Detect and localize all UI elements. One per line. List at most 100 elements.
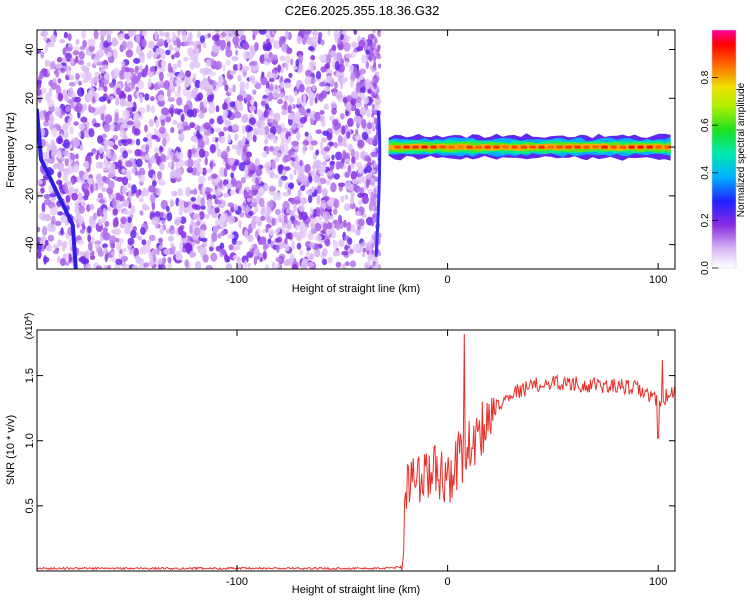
noise-speckle	[166, 72, 174, 78]
noise-speckle	[114, 123, 121, 132]
noise-speckle	[72, 50, 80, 56]
noise-speckle	[320, 199, 327, 209]
noise-speckle	[266, 207, 272, 215]
noise-speckle	[43, 193, 51, 200]
noise-speckle	[173, 40, 178, 46]
noise-speckle	[37, 79, 42, 86]
noise-speckle	[357, 139, 365, 149]
noise-speckle	[277, 64, 281, 73]
noise-speckle	[211, 232, 218, 242]
noise-speckle	[220, 230, 226, 236]
noise-speckle	[319, 110, 325, 115]
noise-speckle	[284, 237, 288, 245]
noise-speckle	[85, 51, 93, 56]
noise-speckle	[219, 167, 226, 177]
noise-speckle	[66, 70, 71, 76]
noise-speckle	[128, 189, 132, 200]
noise-speckle	[266, 71, 272, 79]
noise-speckle	[75, 213, 82, 221]
noise-speckle	[101, 104, 107, 112]
noise-speckle	[269, 83, 274, 92]
noise-speckle	[60, 258, 66, 267]
noise-speckle	[194, 87, 199, 94]
noise-speckle	[121, 168, 126, 173]
noise-speckle	[331, 107, 337, 115]
noise-speckle	[272, 149, 279, 156]
noise-speckle	[246, 101, 251, 108]
noise-speckle	[225, 45, 231, 54]
noise-speckle	[283, 214, 288, 223]
noise-speckle	[278, 166, 283, 175]
noise-speckle	[120, 138, 128, 144]
noise-speckle	[272, 261, 276, 269]
noise-speckle	[237, 30, 245, 36]
noise-speckle	[225, 33, 231, 42]
noise-speckle	[350, 79, 354, 88]
noise-speckle	[146, 52, 152, 59]
noise-speckle	[157, 178, 165, 185]
colorbar-tick-label: 0.8	[700, 70, 711, 84]
noise-speckle	[296, 35, 303, 45]
noise-speckle	[291, 140, 299, 147]
noise-speckle	[332, 208, 338, 215]
noise-speckle	[257, 187, 266, 194]
noise-speckle	[302, 225, 309, 232]
noise-speckle	[361, 241, 366, 247]
noise-speckle	[243, 189, 248, 200]
noise-edge-speckle	[371, 33, 374, 39]
noise-speckle	[322, 153, 330, 160]
noise-speckle	[269, 145, 275, 152]
noise-speckle	[330, 228, 337, 239]
noise-speckle	[122, 150, 128, 159]
noise-speckle	[313, 175, 321, 184]
noise-edge-speckle	[373, 36, 377, 42]
noise-speckle	[165, 205, 170, 212]
noise-speckle	[157, 94, 165, 102]
noise-speckle	[293, 169, 297, 176]
noise-speckle	[262, 250, 267, 260]
noise-speckle	[344, 60, 349, 68]
noise-speckle	[322, 211, 331, 221]
noise-speckle	[147, 245, 151, 256]
noise-speckle	[227, 215, 235, 225]
noise-speckle	[167, 235, 174, 242]
noise-speckle	[57, 150, 62, 159]
noise-speckle	[327, 256, 333, 264]
signal-peak-cell	[475, 145, 482, 149]
noise-speckle	[312, 84, 316, 92]
signal-peak-cell	[610, 145, 617, 149]
noise-speckle	[321, 137, 328, 143]
noise-speckle	[140, 39, 147, 48]
noise-speckle	[94, 92, 99, 102]
noise-speckle	[311, 64, 315, 71]
noise-speckle	[139, 174, 145, 183]
noise-speckle	[146, 239, 151, 247]
noise-speckle	[135, 45, 142, 55]
y-tick-label: 0	[24, 144, 36, 150]
noise-speckle	[110, 256, 118, 263]
noise-speckle	[73, 163, 80, 173]
noise-speckle	[310, 228, 318, 234]
noise-speckle	[281, 36, 286, 45]
noise-speckle	[141, 191, 145, 198]
noise-speckle	[100, 153, 104, 159]
noise-speckle	[205, 187, 212, 193]
noise-speckle	[350, 170, 357, 181]
noise-speckle	[44, 213, 52, 222]
noise-speckle	[218, 75, 224, 84]
noise-speckle	[295, 224, 299, 231]
noise-speckle	[68, 81, 76, 87]
noise-speckle	[355, 243, 364, 251]
noise-speckle	[275, 228, 281, 233]
noise-speckle	[355, 101, 363, 108]
noise-speckle	[364, 81, 371, 90]
noise-speckle	[103, 40, 110, 48]
noise-speckle	[158, 80, 163, 86]
noise-speckle	[60, 227, 64, 235]
noise-speckle	[302, 264, 307, 269]
noise-speckle	[265, 44, 272, 52]
noise-speckle	[363, 155, 371, 162]
noise-speckle	[198, 183, 203, 191]
noise-speckle	[134, 128, 141, 136]
noise-speckle	[357, 218, 365, 227]
